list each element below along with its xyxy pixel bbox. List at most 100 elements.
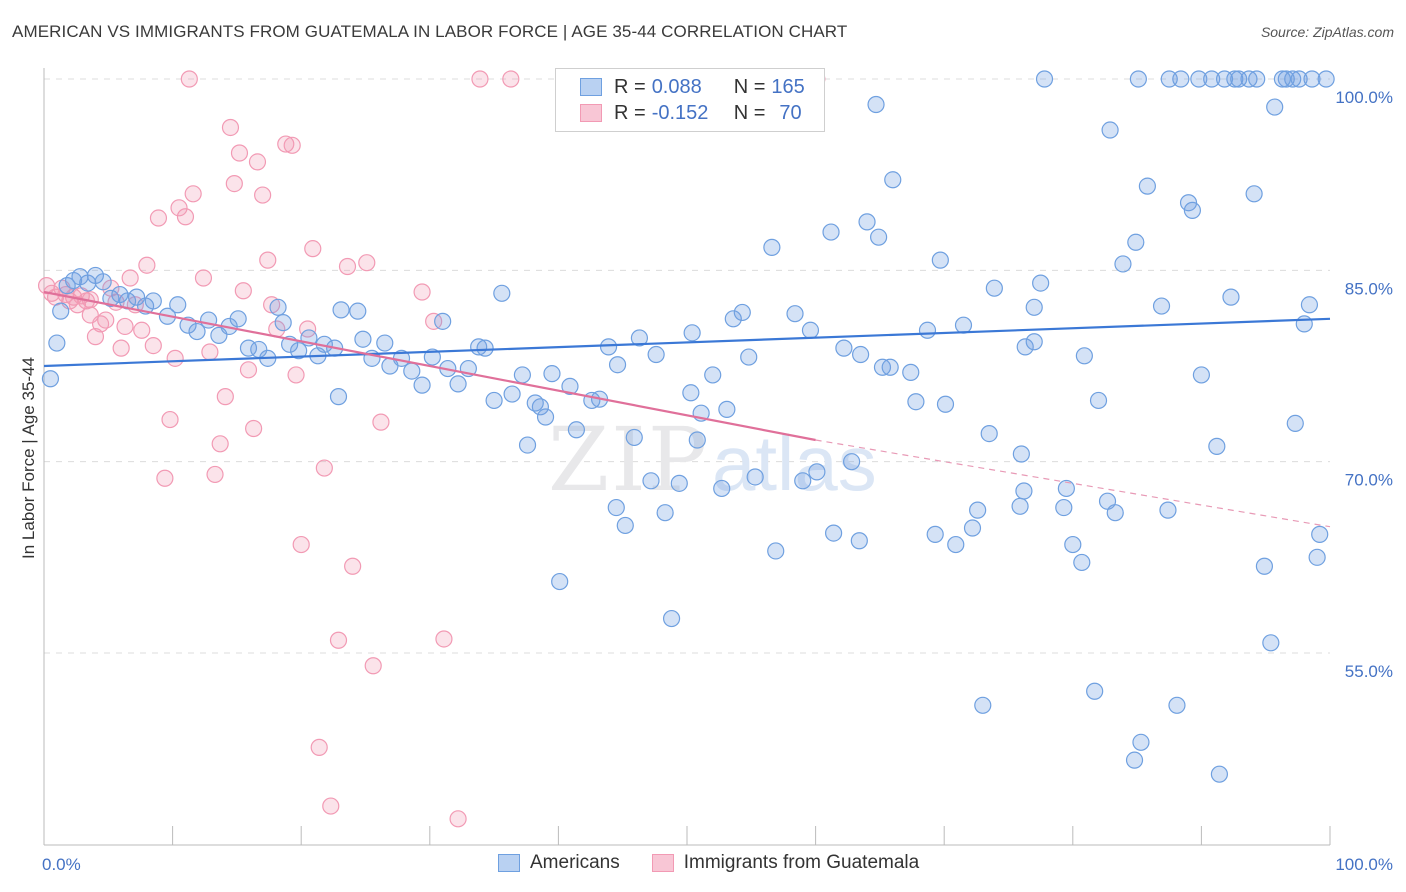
data-point-americans (48, 334, 66, 352)
data-point-americans (1210, 765, 1229, 783)
data-point-americans (493, 284, 511, 302)
data-point-americans (936, 395, 955, 413)
data-point-americans (688, 431, 706, 449)
data-point-americans (1106, 504, 1124, 522)
data-point-americans (1273, 70, 1292, 88)
data-point-immigrants (322, 797, 340, 815)
legend-row-americans: R = 0.088 N = 165 (580, 75, 805, 99)
data-point-immigrants (121, 269, 139, 287)
data-point-americans (867, 95, 885, 114)
data-point-immigrants (413, 283, 431, 301)
data-point-immigrants (97, 311, 115, 329)
series-americans (41, 70, 1335, 783)
data-point-immigrants (68, 296, 87, 314)
data-point-americans (1192, 366, 1211, 384)
data-point-americans (1222, 288, 1240, 306)
data-point-immigrants (283, 136, 301, 154)
data-point-americans (376, 334, 394, 352)
data-point-americans (1248, 70, 1266, 88)
data-point-americans (485, 391, 503, 410)
data-point-americans (835, 339, 853, 357)
data-point-americans (767, 542, 785, 560)
data-point-americans (931, 251, 949, 269)
data-point-immigrants (116, 317, 134, 336)
data-point-americans (1266, 98, 1284, 116)
data-point-americans (229, 310, 247, 328)
data-point-immigrants (372, 413, 390, 431)
data-point-americans (682, 384, 700, 402)
data-point-immigrants (184, 185, 202, 203)
data-point-americans (1089, 391, 1108, 410)
data-point-immigrants (156, 469, 174, 487)
data-point-americans (670, 474, 688, 492)
chart-title: AMERICAN VS IMMIGRANTS FROM GUATEMALA IN… (12, 22, 848, 41)
watermark-text: ZIP (548, 408, 709, 511)
data-point-immigrants (245, 419, 263, 438)
data-point-americans (740, 348, 758, 366)
data-point-americans (850, 532, 868, 550)
data-point-immigrants (310, 738, 328, 756)
x-tick-labels: 0.0% 100.0% (42, 855, 1393, 874)
bottom-legend-swatch-immigrants (651, 854, 674, 872)
data-point-immigrants (315, 459, 333, 477)
data-point-americans (746, 468, 764, 486)
data-point-americans (1295, 315, 1313, 333)
data-point-americans (642, 472, 660, 490)
data-point-americans (985, 279, 1003, 297)
data-point-americans (852, 345, 870, 364)
data-point-americans (902, 363, 920, 381)
data-point-americans (786, 305, 804, 323)
data-point-americans (870, 228, 888, 246)
data-point-americans (169, 296, 187, 314)
data-point-immigrants (161, 410, 179, 429)
data-point-americans (1101, 121, 1119, 139)
data-point-americans (1230, 70, 1248, 88)
data-point-americans (513, 366, 531, 384)
data-point-immigrants (449, 810, 467, 828)
data-point-immigrants (216, 388, 234, 406)
data-point-americans (1159, 501, 1177, 519)
trend-line-immigrants (43, 290, 816, 442)
data-point-americans (1035, 70, 1054, 88)
data-point-americans (1012, 445, 1030, 463)
data-point-americans (1073, 553, 1091, 572)
data-point-americans (1308, 548, 1326, 566)
data-point-americans (1064, 535, 1082, 554)
data-point-immigrants (358, 254, 376, 272)
data-point-americans (536, 408, 555, 426)
data-point-americans (551, 572, 569, 591)
data-point-americans (662, 609, 681, 628)
data-point-americans (1172, 70, 1190, 88)
data-point-americans (980, 425, 998, 443)
data-point-immigrants (112, 339, 130, 357)
y-tick-label: 70.0% (1345, 471, 1393, 490)
data-point-immigrants (304, 240, 322, 258)
y-axis-title: In Labor Force | Age 35-44 (19, 357, 38, 559)
data-point-americans (1245, 185, 1263, 203)
data-point-americans (290, 342, 308, 360)
data-point-americans (1255, 557, 1274, 575)
data-point-immigrants (287, 366, 305, 384)
data-point-immigrants (194, 269, 213, 287)
legend-r-value: -0.152 (651, 101, 709, 124)
data-point-americans (656, 504, 674, 522)
data-point-americans (1152, 297, 1171, 315)
y-tick-label: 100.0% (1335, 88, 1393, 107)
data-point-americans (1226, 70, 1244, 88)
legend-n-label: N = (733, 75, 766, 98)
data-point-immigrants (149, 209, 168, 227)
data-point-americans (449, 375, 467, 393)
data-point-americans (808, 463, 826, 481)
data-point-americans (1086, 682, 1104, 700)
data-point-immigrants (166, 349, 184, 367)
data-point-immigrants (86, 328, 105, 346)
bottom-legend-immigrants: Immigrants from Guatemala (683, 852, 920, 873)
data-point-americans (1183, 201, 1201, 219)
data-point-americans (1055, 498, 1073, 517)
data-point-americans (1311, 525, 1329, 543)
data-point-americans (52, 302, 70, 320)
data-point-immigrants (180, 70, 198, 88)
data-point-immigrants (344, 557, 362, 575)
data-point-americans (954, 316, 973, 334)
